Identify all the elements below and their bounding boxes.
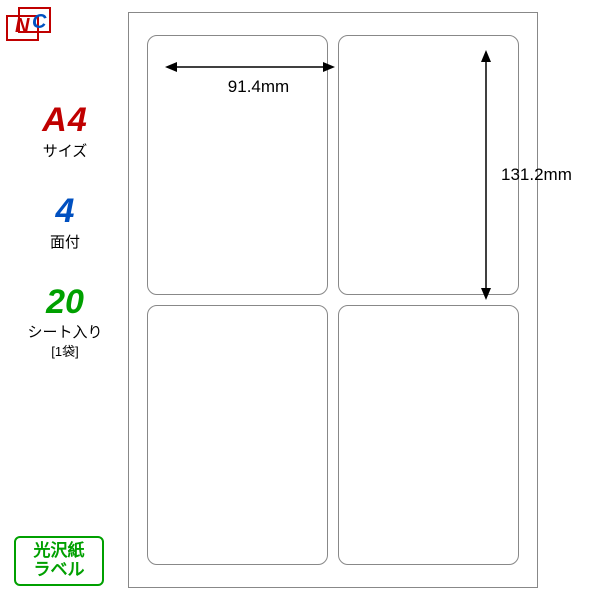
- brand-logo: N C: [6, 6, 54, 46]
- label-grid: [129, 13, 537, 587]
- spec-size: A4 サイズ: [42, 100, 87, 161]
- label-cell: [338, 305, 519, 565]
- spec-bag-label: [1袋]: [27, 344, 102, 360]
- spec-faces: 4 面付: [50, 191, 80, 252]
- spec-sheets: 20 シート入り [1袋]: [27, 282, 102, 360]
- spec-size-label: サイズ: [42, 143, 87, 161]
- spec-sidebar: A4 サイズ 4 面付 20 シート入り [1袋]: [10, 100, 120, 360]
- label-cell: [338, 35, 519, 295]
- spec-size-value: A4: [42, 101, 87, 139]
- spec-sheets-label: シート入り: [27, 324, 102, 342]
- label-cell: [147, 305, 328, 565]
- paper-badge-line2: ラベル: [34, 561, 85, 580]
- spec-sheets-value: 20: [46, 283, 84, 321]
- paper-type-badge: 光沢紙 ラベル: [14, 536, 104, 586]
- label-cell: [147, 35, 328, 295]
- paper-badge-line1: 光沢紙: [34, 542, 85, 561]
- logo-n: N: [15, 15, 30, 37]
- spec-faces-value: 4: [56, 192, 75, 230]
- spec-faces-label: 面付: [50, 234, 80, 252]
- label-sheet-diagram: 91.4mm 131.2mm: [128, 12, 538, 588]
- logo-c: C: [32, 11, 47, 33]
